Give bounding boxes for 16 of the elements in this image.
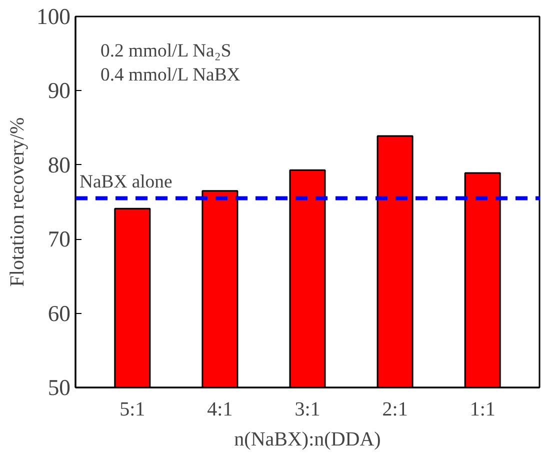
y-tick-label: 50 <box>48 375 70 400</box>
y-tick-label: 70 <box>48 226 70 252</box>
y-tick-label: 80 <box>48 152 70 178</box>
x-axis-title: n(NaBX):n(DDA) <box>234 428 381 450</box>
y-axis-title: Flotation recovery/% <box>6 117 29 287</box>
y-tick-label: 100 <box>36 4 70 29</box>
ref-line-label: NaBX alone <box>80 171 172 192</box>
x-tick-label: 4:1 <box>207 398 233 420</box>
x-tick-label: 2:1 <box>382 398 408 420</box>
y-tick-label: 60 <box>48 300 70 326</box>
x-tick-label: 5:1 <box>120 398 146 420</box>
annotation: 0.2 mmol/L Na₂S <box>100 40 232 62</box>
y-tick-label: 90 <box>48 78 70 104</box>
annotation: 0.4 mmol/L NaBX <box>100 64 241 86</box>
x-tick-label: 3:1 <box>294 398 320 420</box>
x-tick-label: 1:1 <box>470 398 496 420</box>
